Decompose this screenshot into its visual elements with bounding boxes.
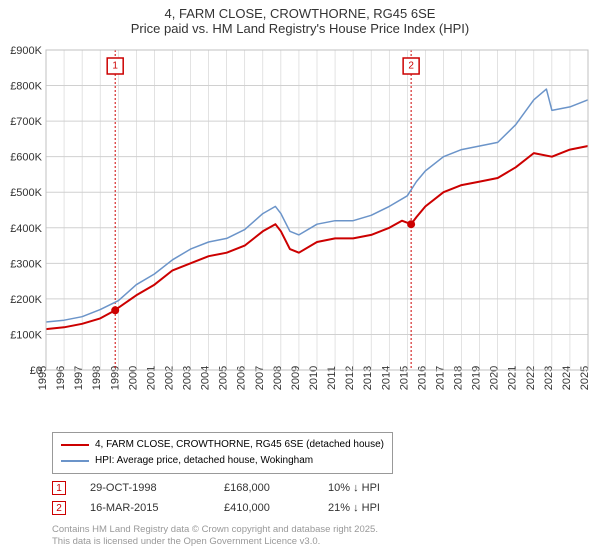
svg-text:2: 2 xyxy=(408,61,414,72)
svg-text:2024: 2024 xyxy=(561,366,573,390)
title-block: 4, FARM CLOSE, CROWTHORNE, RG45 6SE Pric… xyxy=(0,0,600,36)
marker-price: £410,000 xyxy=(224,502,304,514)
marker-delta: 10% ↓ HPI xyxy=(328,482,418,494)
footnote-line: This data is licensed under the Open Gov… xyxy=(52,536,378,548)
svg-text:2014: 2014 xyxy=(380,366,392,390)
svg-text:1995: 1995 xyxy=(37,366,49,390)
svg-text:2004: 2004 xyxy=(200,366,212,390)
svg-text:£400K: £400K xyxy=(10,223,42,235)
svg-text:1998: 1998 xyxy=(91,366,103,390)
svg-text:£900K: £900K xyxy=(10,45,42,57)
svg-text:1996: 1996 xyxy=(55,366,67,390)
svg-text:2008: 2008 xyxy=(272,366,284,390)
chart-svg: £0£100K£200K£300K£400K£500K£600K£700K£80… xyxy=(0,44,600,424)
svg-text:1: 1 xyxy=(112,61,118,72)
marker-table-row: 2 16-MAR-2015 £410,000 21% ↓ HPI xyxy=(52,498,418,518)
legend-swatch xyxy=(61,444,89,446)
svg-text:2013: 2013 xyxy=(362,366,374,390)
svg-text:2019: 2019 xyxy=(471,366,483,390)
svg-text:2009: 2009 xyxy=(290,366,302,390)
chart-container: 4, FARM CLOSE, CROWTHORNE, RG45 6SE Pric… xyxy=(0,0,600,560)
svg-text:£300K: £300K xyxy=(10,258,42,270)
legend-item: 4, FARM CLOSE, CROWTHORNE, RG45 6SE (det… xyxy=(61,437,384,453)
svg-text:2025: 2025 xyxy=(579,366,591,390)
svg-text:2020: 2020 xyxy=(489,366,501,390)
svg-text:£800K: £800K xyxy=(10,81,42,93)
legend-label: 4, FARM CLOSE, CROWTHORNE, RG45 6SE (det… xyxy=(95,437,384,453)
marker-price: £168,000 xyxy=(224,482,304,494)
svg-text:2017: 2017 xyxy=(434,366,446,390)
svg-text:2021: 2021 xyxy=(507,366,519,390)
legend-swatch xyxy=(61,460,89,462)
marker-date: 16-MAR-2015 xyxy=(90,502,200,514)
marker-table-row: 1 29-OCT-1998 £168,000 10% ↓ HPI xyxy=(52,478,418,498)
marker-table: 1 29-OCT-1998 £168,000 10% ↓ HPI 2 16-MA… xyxy=(52,478,418,518)
svg-text:2006: 2006 xyxy=(236,366,248,390)
svg-text:£700K: £700K xyxy=(10,116,42,128)
legend-item: HPI: Average price, detached house, Woki… xyxy=(61,453,384,469)
svg-text:£600K: £600K xyxy=(10,152,42,164)
svg-text:£500K: £500K xyxy=(10,187,42,199)
marker-badge: 2 xyxy=(52,501,66,515)
chart-subtitle: Price paid vs. HM Land Registry's House … xyxy=(0,21,600,36)
legend-label: HPI: Average price, detached house, Woki… xyxy=(95,453,313,469)
svg-text:1999: 1999 xyxy=(109,366,121,390)
svg-text:2023: 2023 xyxy=(543,366,555,390)
chart-area: £0£100K£200K£300K£400K£500K£600K£700K£80… xyxy=(0,44,600,424)
footnote-line: Contains HM Land Registry data © Crown c… xyxy=(52,524,378,536)
svg-text:2022: 2022 xyxy=(525,366,537,390)
svg-text:2018: 2018 xyxy=(453,366,465,390)
svg-text:2000: 2000 xyxy=(127,366,139,390)
svg-text:2007: 2007 xyxy=(254,366,266,390)
svg-text:2012: 2012 xyxy=(344,366,356,390)
marker-delta: 21% ↓ HPI xyxy=(328,502,418,514)
svg-text:£200K: £200K xyxy=(10,294,42,306)
svg-text:2015: 2015 xyxy=(398,366,410,390)
svg-text:2010: 2010 xyxy=(308,366,320,390)
footnote: Contains HM Land Registry data © Crown c… xyxy=(52,524,378,548)
marker-badge: 1 xyxy=(52,481,66,495)
svg-text:1997: 1997 xyxy=(73,366,85,390)
svg-text:2016: 2016 xyxy=(416,366,428,390)
marker-date: 29-OCT-1998 xyxy=(90,482,200,494)
svg-text:£100K: £100K xyxy=(10,329,42,341)
svg-text:2002: 2002 xyxy=(163,366,175,390)
svg-text:2005: 2005 xyxy=(218,366,230,390)
legend: 4, FARM CLOSE, CROWTHORNE, RG45 6SE (det… xyxy=(52,432,393,474)
svg-text:2003: 2003 xyxy=(182,366,194,390)
svg-text:2001: 2001 xyxy=(145,366,157,390)
chart-title: 4, FARM CLOSE, CROWTHORNE, RG45 6SE xyxy=(0,6,600,21)
